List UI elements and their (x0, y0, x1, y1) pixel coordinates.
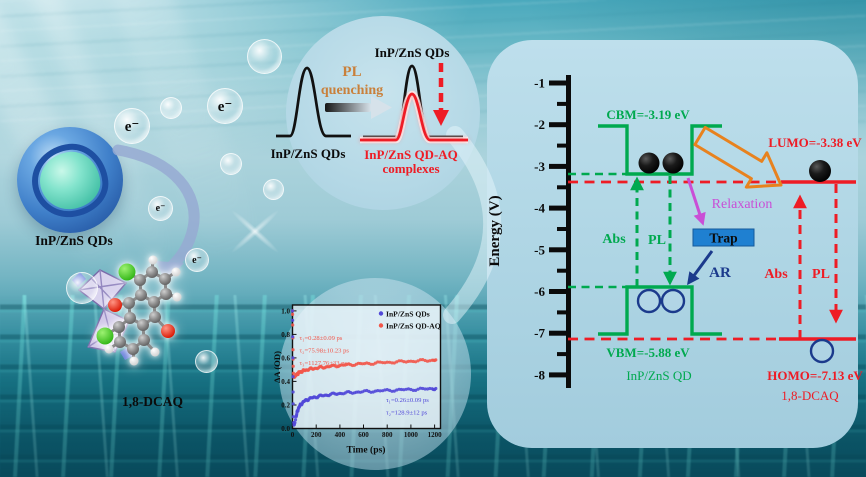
molecule-label: 1,8-DCAQ (121, 394, 184, 409)
kinetics-circle (279, 278, 471, 470)
qd-core (37, 149, 103, 212)
electron-bubble: e⁻ (185, 248, 209, 272)
qd-sphere-label: InP/ZnS QDs (35, 233, 113, 248)
bubble (247, 39, 282, 74)
electron-label: e⁻ (217, 98, 233, 115)
electron-bubble: e⁻ (148, 196, 173, 221)
energy-diagram-panel (487, 40, 858, 448)
electron-label: e⁻ (124, 118, 140, 135)
pl-quenching-circle (286, 16, 480, 210)
bubble (195, 350, 218, 373)
bubble (160, 97, 182, 119)
qd-shell-ring (28, 140, 112, 221)
electron-bubble: e⁻ (114, 108, 150, 144)
qd-sphere (17, 127, 123, 233)
bubble (66, 272, 98, 304)
electron-label: e⁻ (155, 203, 166, 214)
electron-bubble: e⁻ (207, 88, 243, 124)
bubble (220, 153, 242, 175)
electron-label: e⁻ (192, 254, 202, 266)
bubble (263, 179, 284, 200)
